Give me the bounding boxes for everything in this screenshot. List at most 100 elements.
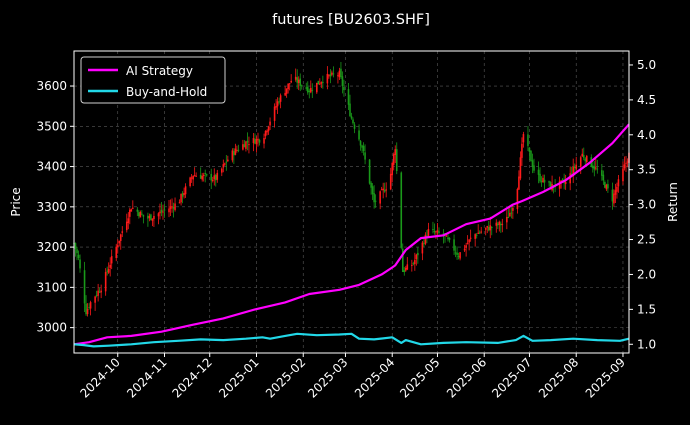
return-tick-label: 1.0 [637,337,656,351]
candle-body [350,116,353,119]
candle-body [625,162,627,164]
series-layer [73,123,630,348]
candle-body [338,70,341,78]
candle-body [383,189,386,192]
candle-body [370,182,372,188]
candle-body [530,150,532,162]
candle-body [406,264,409,270]
candle-body [436,230,439,232]
candle-body [147,215,149,219]
candle-body [604,181,606,188]
candle-body [192,175,194,180]
candle-body [489,225,492,231]
candle-body [202,174,205,176]
candle-body [340,68,342,78]
candle-body [326,73,329,84]
candle-body [435,231,437,233]
price-tick-label: 3300 [36,200,67,214]
candle-body [104,271,107,292]
candle-body [308,90,311,92]
candle-body [294,76,297,80]
candle-body [475,234,478,236]
candle-body [584,158,587,162]
candle-body [569,173,571,184]
candle-body [512,207,514,211]
candle-body [522,134,525,143]
candle-body [605,184,608,190]
candle-body [337,75,339,77]
candle-body [163,209,166,211]
candle-body [570,173,573,176]
candle-body [300,85,303,87]
candle-body [463,248,466,251]
candle-body [184,186,187,195]
candle-body [427,229,430,236]
candle-body [227,159,229,162]
candle-body [401,248,404,272]
candle-body [364,152,366,160]
candle-body [142,214,145,217]
candle-body [540,180,543,183]
candle-body [150,214,152,220]
candle-body [127,218,130,224]
candle-body [617,179,620,187]
return-tick-label: 1.5 [637,302,656,316]
candle-body [447,237,449,239]
candle-body [255,138,258,145]
price-tick-label: 3500 [36,119,67,133]
candle-body [343,86,345,91]
return-tick-label: 2.5 [637,233,656,247]
candle-body [89,302,92,309]
candle-body [118,240,121,244]
plot-frame [73,50,630,354]
candle-body [107,268,110,273]
candle-body [379,191,381,204]
candle-body [224,163,226,165]
candle-body [86,309,89,315]
candle-body [169,206,172,210]
candle-body [225,161,228,163]
candle-body [119,234,122,241]
candle-body [453,239,455,251]
candle-body [153,215,155,219]
candle-body [613,193,615,204]
candle-body [284,92,286,96]
candle-body [246,140,249,143]
candle-body [205,174,208,176]
candle-body [85,303,87,315]
candle-body [528,147,531,152]
candle-body [537,169,540,175]
candle-body [347,89,350,105]
candle-body [394,149,397,156]
chart-title: futures [BU2603.SHF] [272,12,430,28]
return-axis: 1.0 1.5 2.0 2.5 3.0 3.5 4.0 4.5 5.0 [629,58,656,351]
candle-body [424,234,427,244]
candle-body [138,212,140,217]
candle-body [316,82,318,93]
candle-body [168,208,170,213]
candle-body [77,254,80,259]
candle-body [361,145,363,148]
legend: AI Strategy Buy-and-Hold [80,56,226,104]
candle-body [116,245,119,248]
price-tick-label: 3200 [36,240,67,254]
candle-body [276,101,279,107]
price-axis: 3000 3100 3200 3300 3400 3500 3600 [36,79,74,335]
candle-body [211,179,214,182]
return-tick-label: 3.0 [637,198,656,212]
candle-body [433,230,436,233]
candle-body [353,124,356,129]
candle-body [180,193,182,203]
candle-body [611,189,614,202]
candle-body [234,148,237,155]
candle-body [204,173,207,175]
candle-body [582,155,585,158]
candle-body [74,243,77,249]
candle-body [331,72,333,75]
candle-body [391,162,394,176]
candle-body [516,189,519,210]
candle-body [501,223,504,225]
candle-body [438,231,440,233]
candle-body [593,166,596,170]
candle-body [626,161,629,163]
